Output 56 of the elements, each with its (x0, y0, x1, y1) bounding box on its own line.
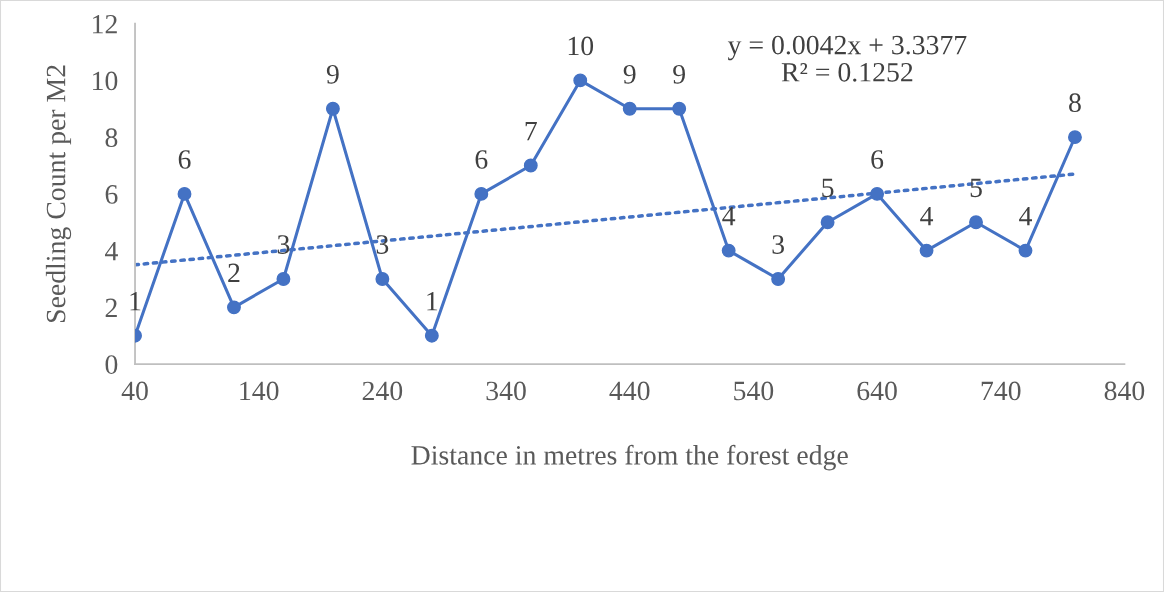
x-tick-label: 740 (981, 381, 1021, 401)
point (820, 215, 835, 230)
data-label: 9 (326, 65, 339, 84)
data-label: 6 (475, 150, 488, 169)
x-axis-title: Distance in metres from the forest edge (411, 444, 848, 471)
point (523, 158, 538, 173)
y-tick-label: 12 (93, 14, 117, 34)
data-label: 6 (178, 150, 191, 169)
data-label: 4 (1019, 206, 1032, 226)
point (424, 328, 439, 343)
data-label: 4 (920, 206, 934, 226)
point (1018, 243, 1033, 258)
data-label: 3 (772, 235, 784, 254)
y-tick-label: 0 (105, 355, 118, 374)
data-label: 1 (427, 292, 438, 311)
x-tick-label: 640 (857, 381, 897, 401)
point (276, 272, 291, 286)
point (622, 101, 637, 116)
y-tick-label: 8 (105, 128, 118, 148)
data-label: 1 (130, 292, 141, 311)
x-tick-label: 540 (734, 381, 774, 401)
data-label: 4 (722, 206, 736, 226)
x-tick-label: 240 (362, 381, 403, 401)
y-tick-label: 2 (105, 298, 117, 317)
data-label: 9 (673, 65, 685, 84)
data-label: 10 (568, 36, 594, 56)
y-tick-label: 4 (105, 241, 118, 261)
x-tick-label: 840 (1104, 381, 1145, 401)
y-tick-label: 6 (105, 185, 118, 204)
point (919, 243, 934, 258)
x-tick-label: 140 (240, 381, 279, 401)
data-label: 2 (228, 263, 240, 282)
y-tick-label: 10 (93, 71, 118, 91)
point (969, 215, 983, 230)
point (1068, 130, 1082, 145)
point (474, 186, 489, 201)
y-axis-title: Seedling Count per M2 (45, 65, 72, 323)
point (177, 186, 192, 201)
x-tick-label: 340 (486, 381, 526, 401)
point (227, 300, 241, 315)
data-label: 5 (822, 178, 834, 198)
data-label: 6 (871, 150, 884, 169)
data-label: 3 (277, 235, 290, 254)
x-tick-label: 440 (609, 381, 650, 401)
data-label: 7 (525, 121, 537, 141)
point (721, 243, 736, 258)
point (771, 272, 786, 286)
point (375, 272, 390, 286)
point (325, 101, 340, 116)
point (672, 101, 687, 116)
data-label: 9 (623, 65, 636, 84)
data-label: 8 (1069, 93, 1081, 113)
annotation: y = 0.0042x + 3.3377 R² = 0.1252 (727, 35, 967, 82)
point (870, 186, 885, 201)
point (573, 73, 588, 88)
x-tick-label: 40 (121, 381, 148, 401)
